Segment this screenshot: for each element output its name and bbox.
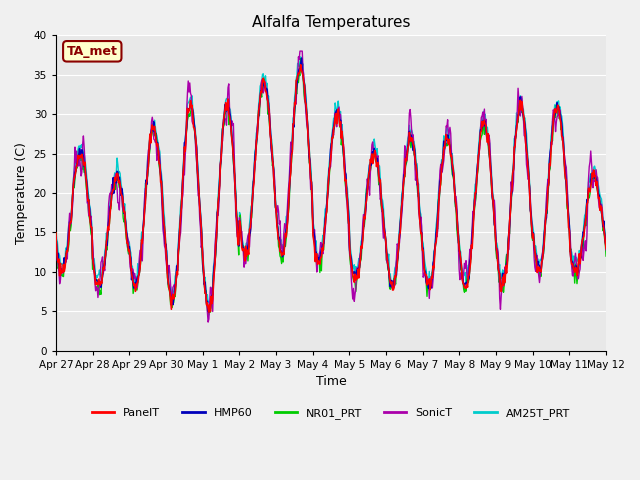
- Text: TA_met: TA_met: [67, 45, 118, 58]
- Legend: PanelT, HMP60, NR01_PRT, SonicT, AM25T_PRT: PanelT, HMP60, NR01_PRT, SonicT, AM25T_P…: [88, 404, 574, 423]
- Y-axis label: Temperature (C): Temperature (C): [15, 142, 28, 244]
- X-axis label: Time: Time: [316, 375, 346, 388]
- Title: Alfalfa Temperatures: Alfalfa Temperatures: [252, 15, 410, 30]
